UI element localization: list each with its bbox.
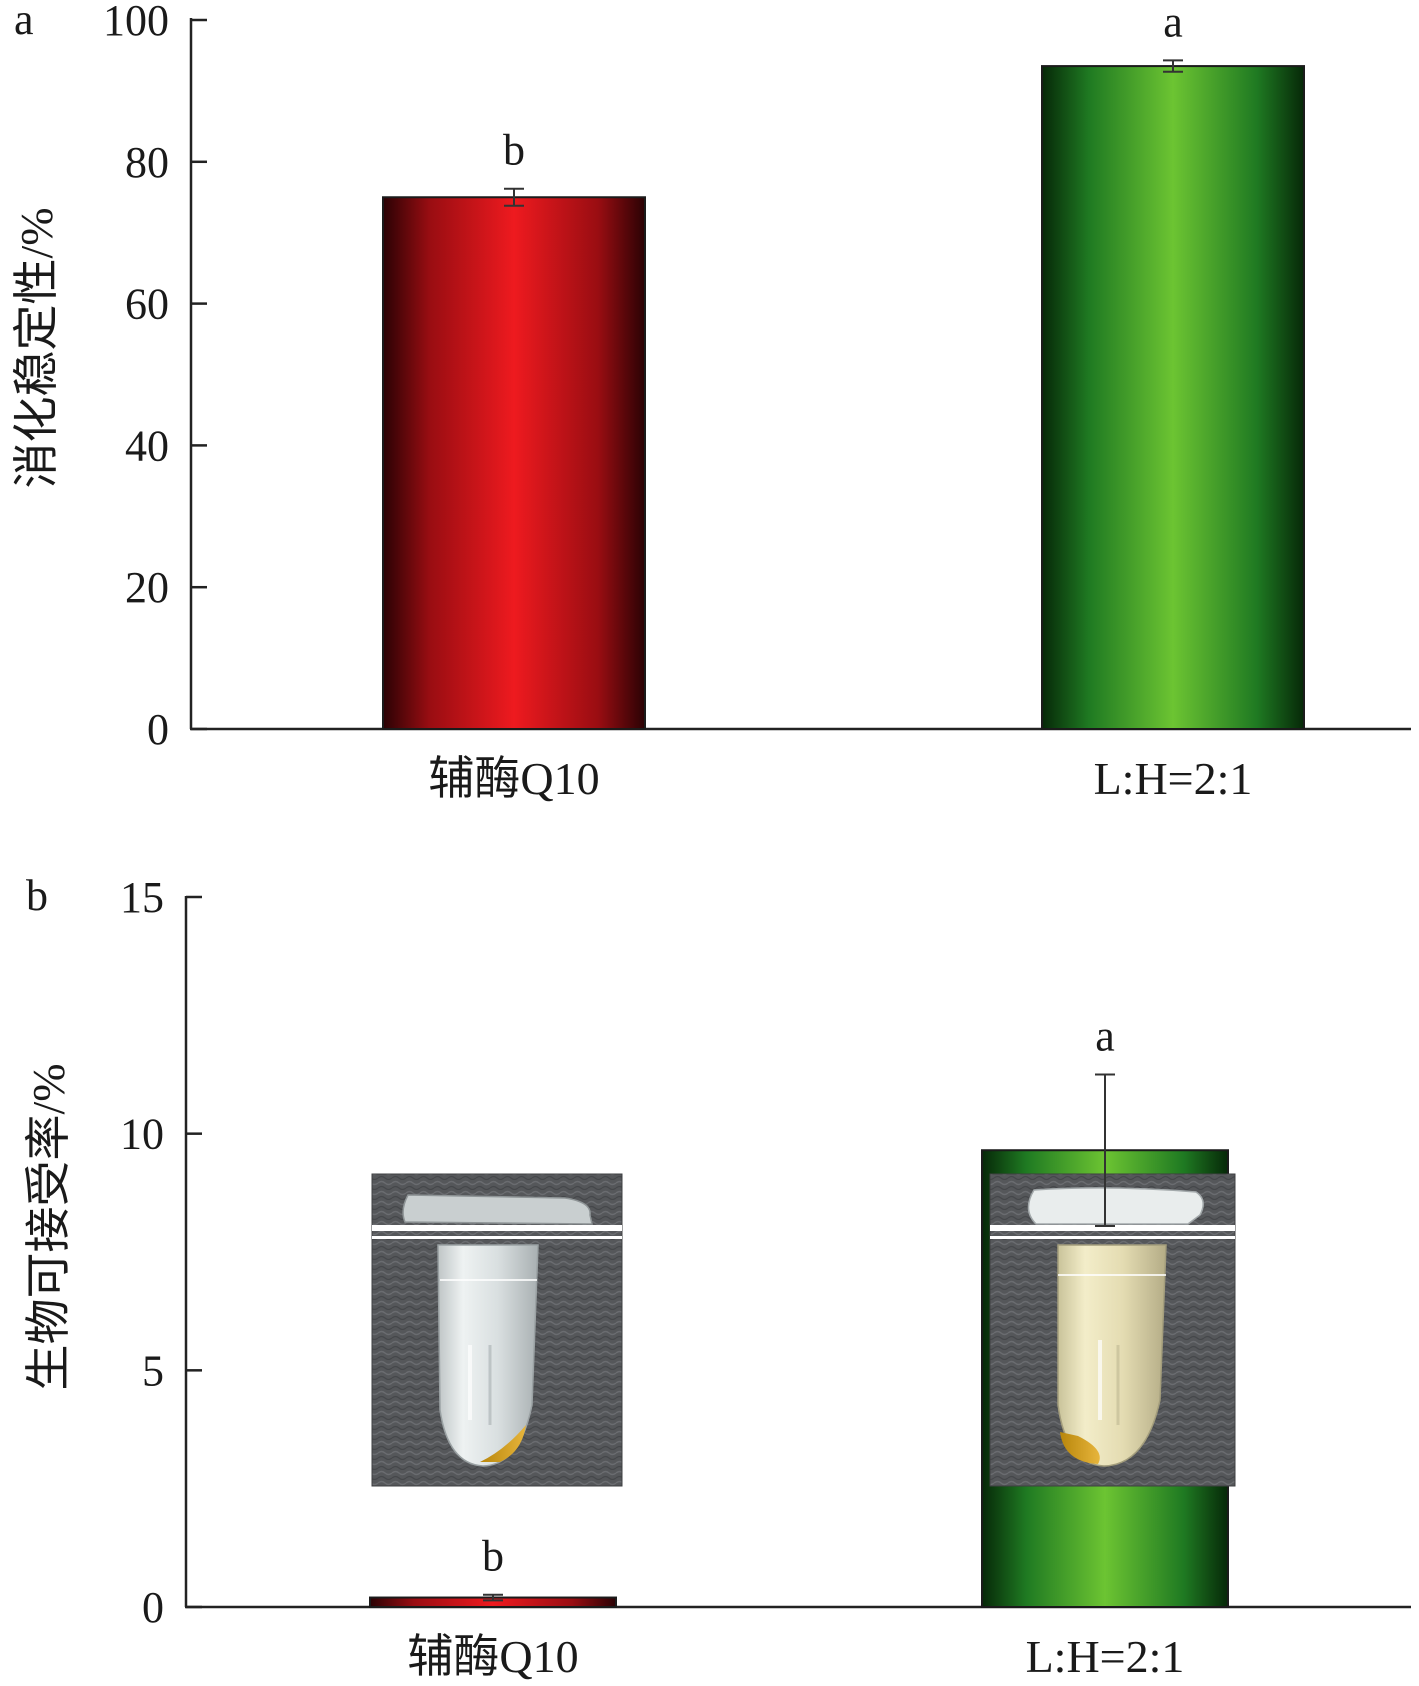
panel-b-label: b xyxy=(26,871,48,920)
error-bar xyxy=(504,187,524,207)
error-bar xyxy=(1163,59,1183,73)
error-bar xyxy=(483,1593,503,1602)
significance-letter: a xyxy=(1163,0,1183,46)
panel-a-y-tick-label: 20 xyxy=(125,563,169,612)
tube-body-icon xyxy=(437,1244,539,1467)
panel-b-y-tick-label: 0 xyxy=(142,1583,164,1632)
significance-letter: b xyxy=(482,1532,504,1581)
panel-a-y-ticks: 0 20 40 60 80 100 xyxy=(103,0,207,754)
panel-a-y-tick-label: 100 xyxy=(103,0,169,45)
panel-b-y-tick-label: 5 xyxy=(142,1346,164,1395)
pellet-icon xyxy=(1060,1432,1100,1464)
panel-b-y-tick-label: 10 xyxy=(120,1110,164,1159)
panel-a-x-ticks: 辅酶Q10 L:H=2:1 xyxy=(428,753,1252,804)
panel-a-y-tick-label: 40 xyxy=(125,421,169,470)
tube-cap-icon xyxy=(402,1194,593,1225)
bar-coq10 xyxy=(382,196,646,730)
panel-b-x-ticks: 辅酶Q10 L:H=2:1 xyxy=(407,1631,1184,1682)
panel-a-label: a xyxy=(14,0,34,44)
tube-body-icon xyxy=(1057,1244,1167,1467)
panel-a-y-axis-label: 消化稳定性/% xyxy=(11,207,62,488)
panel-a-y-tick-label: 60 xyxy=(125,280,169,329)
inset-photo-lh xyxy=(989,1173,1236,1487)
significance-letter: a xyxy=(1095,1012,1115,1061)
panel-b: b 生物可接受率/% 0 5 10 15 xyxy=(23,871,1411,1682)
bar-lh-2-1 xyxy=(1041,65,1305,730)
panel-a-y-tick-label: 80 xyxy=(125,138,169,187)
tube-cap-icon xyxy=(1027,1187,1204,1225)
error-bar xyxy=(1095,1073,1115,1227)
panel-b-y-axis-label: 生物可接受率/% xyxy=(23,1063,74,1390)
x-category-label: 辅酶Q10 xyxy=(407,1631,578,1682)
inset-photo-coq10 xyxy=(371,1173,623,1487)
pellet-icon xyxy=(480,1425,526,1462)
panel-b-error-bars: ba xyxy=(482,1012,1115,1602)
panel-a-y-tick-label: 0 xyxy=(147,705,169,754)
significance-letter: b xyxy=(503,126,525,175)
panel-b-y-tick-label: 15 xyxy=(120,873,164,922)
x-category-label: L:H=2:1 xyxy=(1094,753,1253,804)
panel-b-y-ticks: 0 5 10 15 xyxy=(120,873,202,1632)
x-category-label: 辅酶Q10 xyxy=(428,753,599,804)
x-category-label: L:H=2:1 xyxy=(1026,1631,1185,1682)
panel-a-bars: ba xyxy=(382,0,1305,730)
